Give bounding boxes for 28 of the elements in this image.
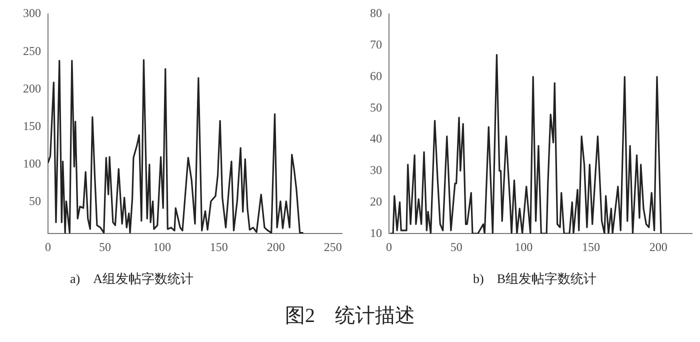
y-tick-label: 150: [23, 118, 41, 133]
y-tick-label: 80: [370, 6, 382, 20]
x-tick-label: 50: [450, 240, 462, 254]
x-tick-label: 250: [324, 240, 342, 254]
text: a) A组发帖字数统计: [70, 270, 194, 288]
y-tick-label: 40: [370, 132, 382, 146]
y-tick-label: 250: [23, 44, 41, 58]
y-tick-label: 60: [370, 68, 382, 83]
y-tick-label: 100: [23, 156, 41, 171]
y-tick-label: 50: [29, 194, 41, 208]
text: 图2 统计描述: [284, 304, 416, 329]
x-tick-label: 150: [582, 240, 600, 254]
x-tick-label: 0: [45, 240, 51, 254]
y-tick-label: 30: [370, 163, 382, 178]
x-tick-label: 150: [210, 240, 228, 254]
y-tick-label: 70: [370, 38, 382, 52]
y-tick-label: 300: [23, 6, 41, 20]
x-tick-label: 100: [152, 240, 171, 254]
y-tick-label: 50: [370, 100, 382, 114]
x-tick-label: 100: [514, 240, 533, 254]
x-tick-label: 0: [386, 240, 392, 254]
y-tick-label: 200: [23, 81, 41, 96]
x-tick-label: 50: [98, 240, 111, 254]
x-tick-label: 200: [649, 240, 668, 254]
y-tick-label: 10: [370, 226, 382, 240]
x-tick-label: 200: [266, 240, 285, 254]
y-tick-label: 20: [370, 194, 382, 208]
text: b) B组发帖字数统计: [473, 270, 596, 288]
